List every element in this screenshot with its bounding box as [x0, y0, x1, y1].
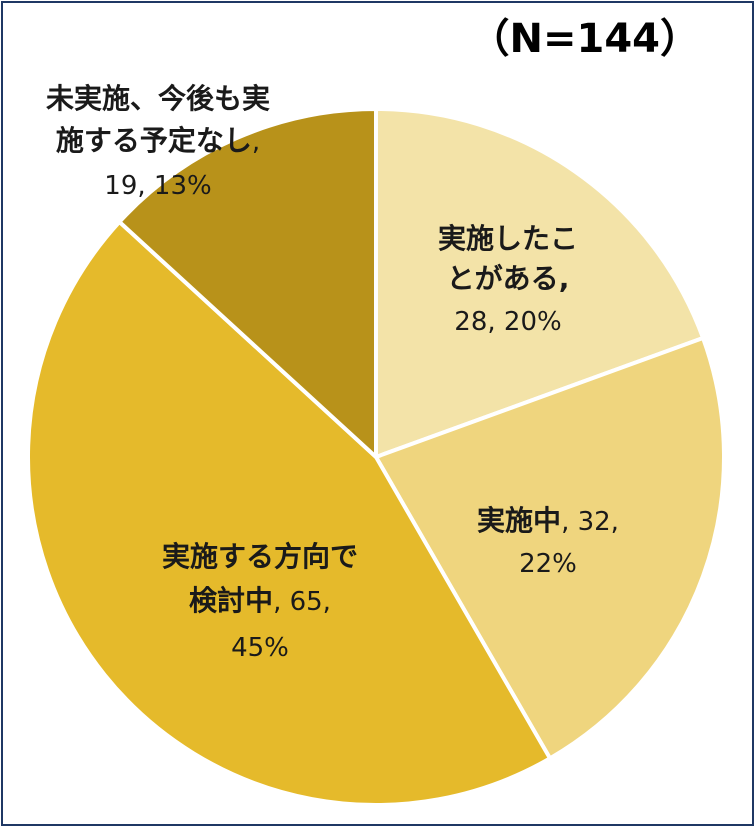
slice-value: 28, 20% — [454, 307, 561, 337]
pie-slice-3 — [117, 107, 378, 459]
slice-label-mijisshi: 未実施、今後も実 施する予定なし, 19, 13% — [46, 82, 270, 201]
slice-name-line: 施する予定なし, — [56, 124, 260, 157]
slice-name-line: 検討中, 65, — [189, 584, 331, 617]
slice-percent: 22% — [519, 549, 577, 579]
slice-percent: 45% — [231, 633, 289, 663]
slice-label-jisshi-shita-koto-ga-aru: 実施したこ とがある, 28, 20% — [438, 222, 578, 337]
slice-name-line: 実施する方向で — [162, 540, 358, 573]
slice-label-kento-chu: 実施する方向で 検討中, 65, 45% — [162, 540, 358, 663]
slice-value: 19, 13% — [104, 171, 211, 201]
pie-slice-1 — [374, 335, 726, 761]
slice-name-line: とがある, — [447, 262, 570, 295]
sample-size-note: （N=144） — [470, 16, 701, 62]
slice-label-jisshi-chu: 実施中, 32, 22% — [477, 504, 619, 579]
slice-name-line: 実施したこ — [438, 222, 578, 255]
slice-name-line: 未実施、今後も実 — [46, 82, 270, 115]
slice-name-line: 実施中, 32, — [477, 504, 619, 537]
pie-slice-2 — [26, 219, 552, 807]
pie-slice-0 — [374, 107, 706, 459]
